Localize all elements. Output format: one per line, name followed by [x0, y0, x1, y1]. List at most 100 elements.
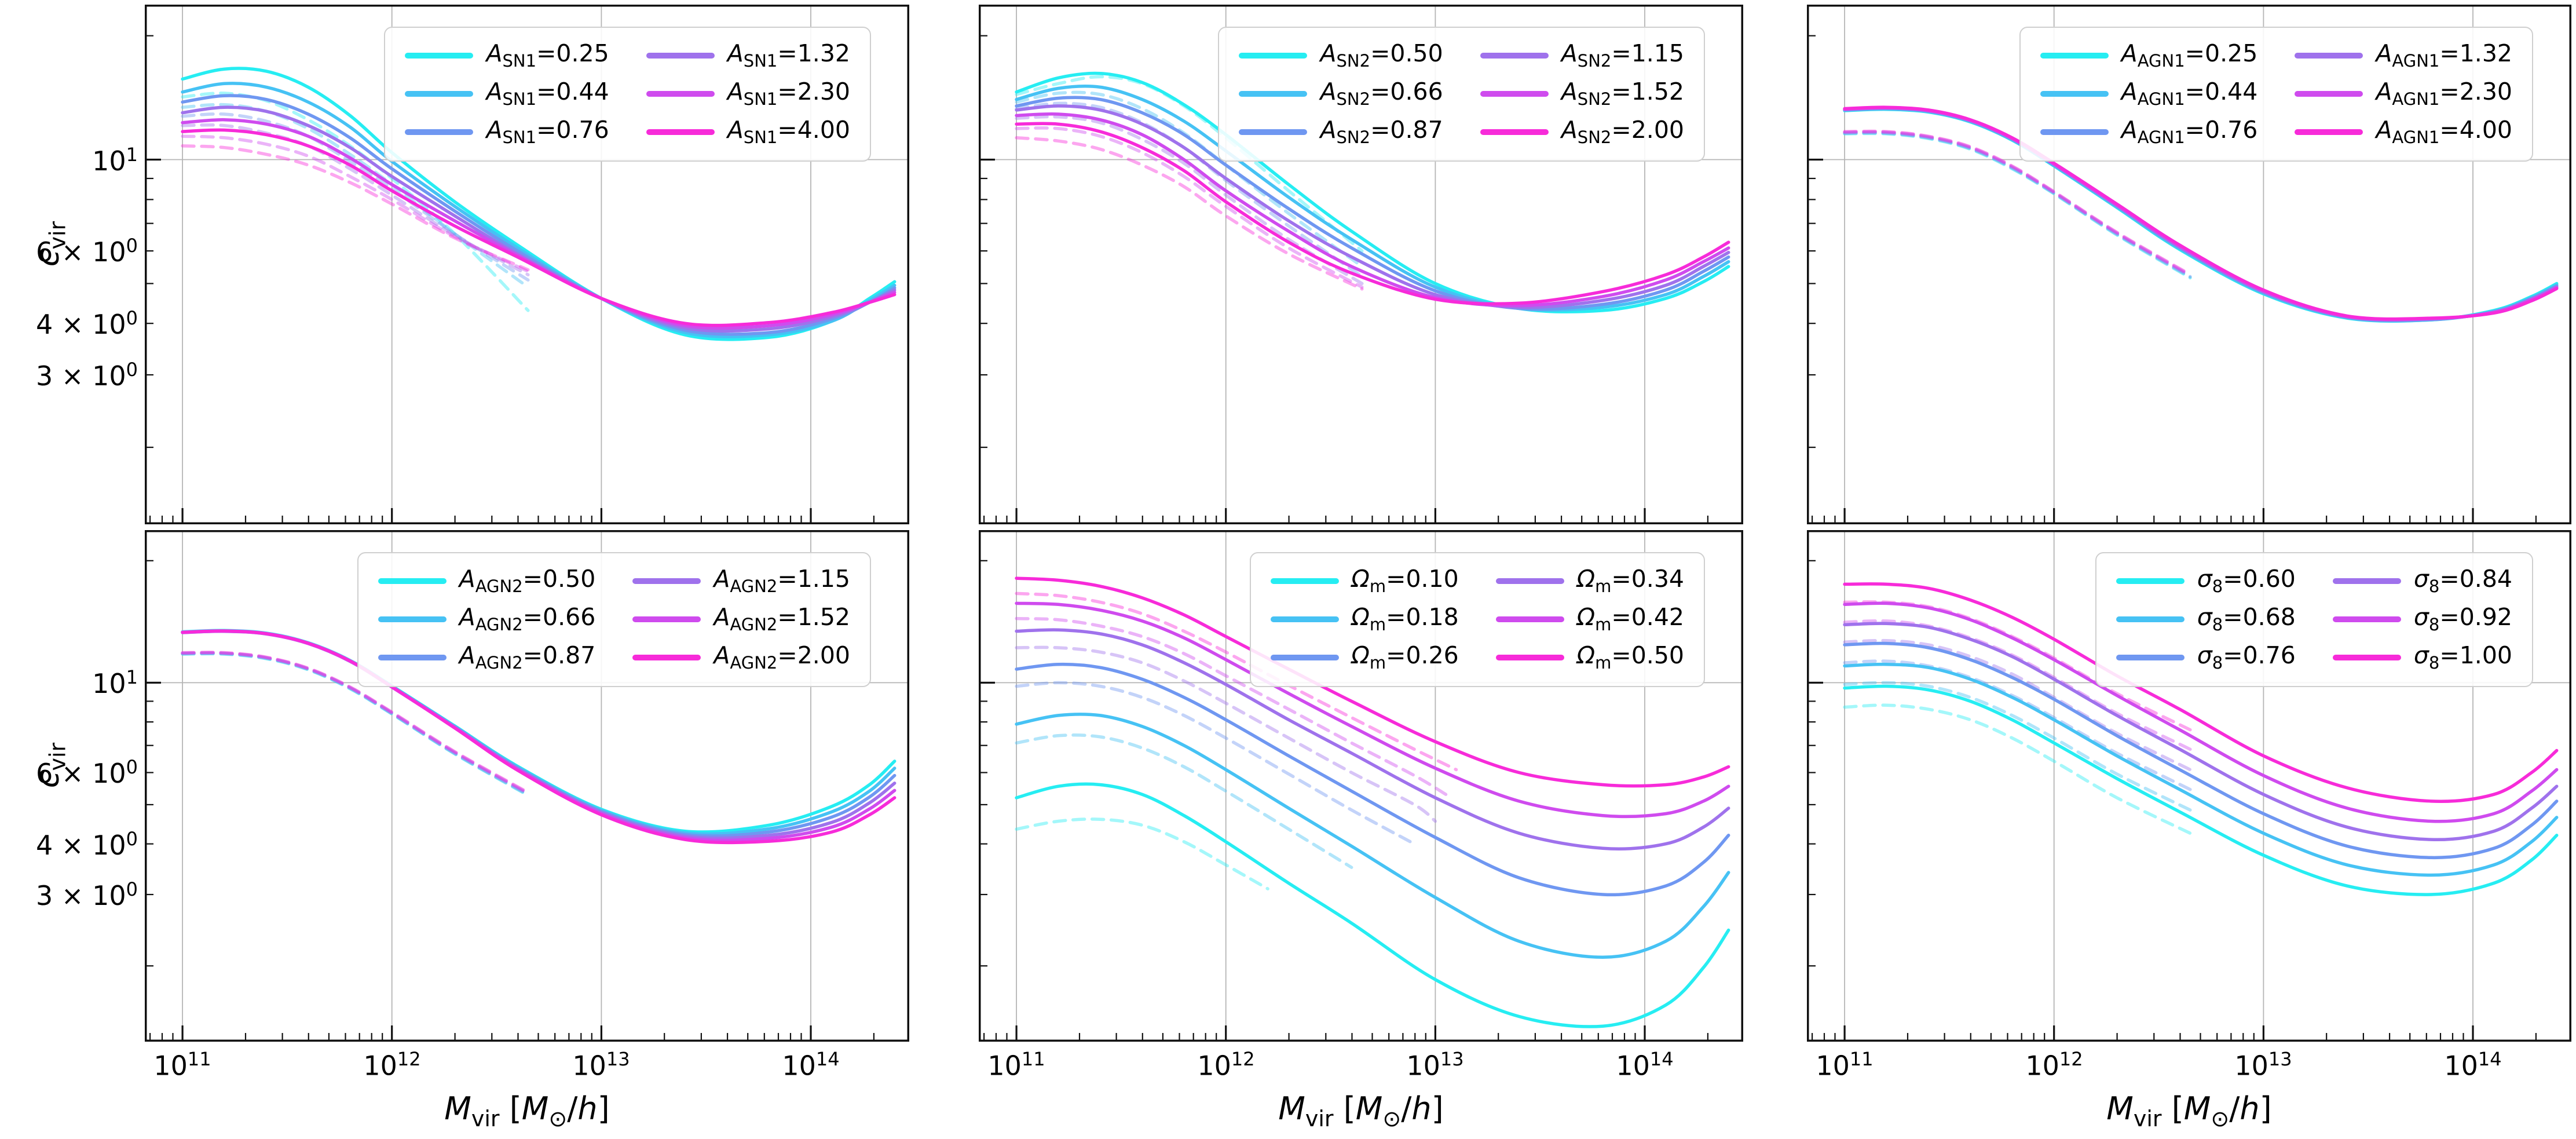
curve-sigma8-solid-2 — [1843, 641, 2559, 860]
legend-swatch-icon — [1270, 578, 1339, 585]
legend-label: σ8=0.76 — [2197, 641, 2296, 673]
legend-label: ASN1=0.25 — [486, 39, 609, 71]
plot-area-sigma8 — [1807, 530, 2571, 1042]
legend-omegam: Ωm=0.10 Ωm=0.34 Ωm=0.18 Ωm=0.42 Ωm=0.26 Ωm=0.… — [1249, 552, 1705, 687]
legend-swatch-icon — [2295, 91, 2363, 97]
legend-entry: σ8=1.00 — [2332, 644, 2512, 671]
legend-label: Ωm=0.34 — [1576, 565, 1684, 597]
legend-swatch-icon — [2295, 129, 2363, 136]
legend-swatch-icon — [2040, 91, 2109, 97]
curve-OmegaM-dashed-0 — [1015, 817, 1269, 890]
curve-OmegaM-solid-4 — [1015, 601, 1730, 819]
x-tick-label: 1012 — [2025, 1048, 2083, 1082]
legend-label: ASN2=1.52 — [1561, 78, 1684, 109]
curve-sigma8-solid-3 — [1843, 622, 2559, 841]
curve-ASN2-solid-3 — [1015, 104, 1730, 309]
legend-entry: ASN2=0.50 — [1239, 39, 1443, 71]
legend-aagn2: AAGN2=0.50 AAGN2=1.15 AAGN2=0.66 AAGN2=1.52… — [357, 552, 871, 687]
legend-label: ASN1=4.00 — [727, 116, 850, 148]
legend-swatch-icon — [2116, 655, 2185, 661]
legend-swatch-icon — [2332, 616, 2401, 623]
legend-label: AAGN1=0.44 — [2121, 78, 2258, 109]
plot-area-asn2 — [979, 5, 1743, 524]
x-tick-label: 1014 — [1616, 1048, 1674, 1082]
legend-swatch-icon — [632, 578, 701, 585]
curve-sigma8-dashed-2 — [1843, 659, 2192, 791]
legend-label: AAGN2=0.66 — [459, 603, 596, 635]
legend-label: AAGN2=1.15 — [713, 565, 850, 597]
legend-swatch-icon — [1480, 129, 1549, 136]
curve-AAGN1-dashed-0 — [1843, 132, 2192, 280]
plot-area-omegam — [979, 530, 1743, 1042]
curve-sigma8-solid-1 — [1843, 662, 2559, 877]
legend-entry: ASN2=0.66 — [1239, 80, 1443, 108]
y-axis-title: cvir — [29, 221, 71, 267]
legend-swatch-icon — [632, 616, 701, 623]
legend-label: Ωm=0.18 — [1351, 603, 1459, 635]
legend-entry: Ωm=0.34 — [1495, 565, 1684, 597]
x-tick-label: 1013 — [572, 1048, 630, 1082]
legend-entry: AAGN1=1.32 — [2295, 41, 2512, 70]
curve-ASN1-solid-2 — [181, 94, 897, 336]
legend-entry: AAGN1=2.30 — [2295, 80, 2512, 108]
legend-entry: σ8=0.76 — [2116, 644, 2296, 671]
legend-label: ASN2=0.50 — [1320, 39, 1443, 71]
legend-entry: ASN1=1.32 — [646, 41, 850, 70]
legend-swatch-icon — [1495, 616, 1564, 623]
curve-OmegaM-solid-1 — [1015, 713, 1730, 959]
panel-aagn1: AAGN1=0.25 AAGN1=1.32 AAGN1=0.44 AAGN1=2.30… — [1807, 5, 2571, 524]
legend-entry: Ωm=0.18 — [1270, 603, 1459, 635]
curve-ASN1-dashed-5 — [181, 144, 530, 272]
legend-label: ASN1=0.44 — [486, 78, 609, 109]
curve-OmegaM-solid-5 — [1015, 576, 1730, 788]
y-tick-label: 4 × 100 — [36, 827, 138, 861]
legend-entry: AAGN2=0.50 — [378, 567, 595, 595]
x-tick-label: 1012 — [1197, 1048, 1255, 1082]
legend-swatch-icon — [646, 129, 715, 136]
legend-entry: AAGN2=1.15 — [632, 567, 850, 595]
y-tick-label: 6 × 100 — [36, 234, 138, 268]
legend-label: ASN2=2.00 — [1561, 116, 1684, 148]
curve-AAGN1-solid-5 — [1843, 105, 2559, 321]
x-tick-label: 1014 — [2444, 1048, 2502, 1082]
curve-AAGN2-dashed-1 — [181, 652, 530, 797]
curve-ASN1-solid-3 — [181, 105, 897, 333]
legend-label: AAGN1=0.76 — [2121, 116, 2258, 148]
legend-entry: ASN1=2.30 — [646, 80, 850, 108]
x-tick-label: 1012 — [363, 1048, 421, 1082]
legend-swatch-icon — [2295, 53, 2363, 59]
legend-entry: ASN2=1.15 — [1480, 39, 1684, 71]
legend-swatch-icon — [1239, 91, 1308, 97]
legend-label: ASN2=0.66 — [1320, 78, 1443, 109]
legend-sigma8: σ8=0.60 σ8=0.84 σ8=0.68 σ8=0.92 σ8=0.76 σ8=1.… — [2095, 552, 2533, 687]
curve-AAGN2-solid-5 — [181, 629, 897, 845]
legend-label: Ωm=0.42 — [1576, 603, 1684, 635]
curve-AAGN2-dashed-3 — [181, 651, 530, 795]
legend-swatch-icon — [1239, 129, 1308, 136]
panel-sigma8: σ8=0.60 σ8=0.84 σ8=0.68 σ8=0.92 σ8=0.76 σ8=1.… — [1807, 530, 2571, 1042]
legend-entry: ASN2=2.00 — [1480, 118, 1684, 146]
curve-ASN2-dashed-4 — [1015, 126, 1364, 289]
legend-swatch-icon — [1495, 578, 1564, 585]
curve-OmegaM-dashed-3 — [1015, 645, 1437, 823]
legend-label: ASN1=0.76 — [486, 116, 609, 148]
x-tick-label: 1013 — [2234, 1048, 2292, 1082]
legend-swatch-icon — [2040, 53, 2109, 59]
legend-entry: Ωm=0.26 — [1270, 644, 1459, 671]
legend-swatch-icon — [378, 655, 447, 661]
legend-label: AAGN2=2.00 — [713, 641, 850, 673]
legend-label: ASN2=0.87 — [1320, 116, 1443, 148]
plot-area-asn1 — [145, 5, 909, 524]
curve-ASN1-solid-4 — [181, 118, 897, 330]
curve-ASN2-dashed-3 — [1015, 115, 1364, 286]
curve-AAGN1-dashed-1 — [1843, 131, 2192, 279]
legend-swatch-icon — [1270, 616, 1339, 623]
x-tick-label: 1011 — [1816, 1048, 1874, 1082]
curve-AAGN2-dashed-0 — [181, 652, 530, 797]
legend-swatch-icon — [1495, 655, 1564, 661]
legend-label: ASN2=1.15 — [1561, 39, 1684, 71]
y-tick-label: 101 — [92, 666, 138, 700]
legend-entry: ASN1=0.44 — [405, 80, 609, 108]
curve-ASN1-solid-5 — [181, 128, 897, 327]
